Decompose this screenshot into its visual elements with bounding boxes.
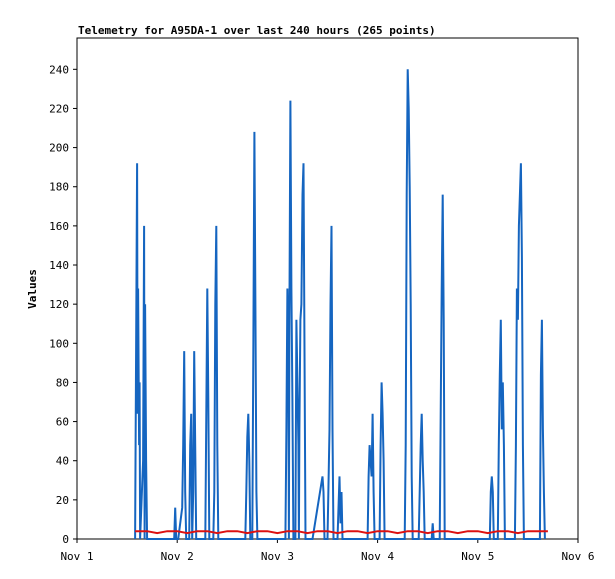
y-axis-label: Values <box>26 269 39 309</box>
x-tick-label: Nov 3 <box>261 550 294 563</box>
x-tick-label: Nov 1 <box>60 550 93 563</box>
x-tick-label: Nov 4 <box>361 550 394 563</box>
y-tick-label: 120 <box>49 298 69 311</box>
chart-title: Telemetry for A95DA-1 over last 240 hour… <box>78 24 436 37</box>
x-axis: Nov 1 Nov 2 Nov 3 Nov 4 Nov 5 Nov 6 <box>60 539 595 563</box>
y-tick-label: 180 <box>49 181 69 194</box>
y-tick-label: 220 <box>49 102 69 115</box>
x-tick-label: Nov 5 <box>461 550 494 563</box>
x-tick-label: Nov 6 <box>561 550 594 563</box>
y-tick-label: 80 <box>56 376 69 389</box>
y-tick-label: 20 <box>56 494 69 507</box>
y-tick-label: 40 <box>56 455 69 468</box>
plot-frame <box>76 37 579 540</box>
y-tick-label: 0 <box>62 533 69 546</box>
y-tick-label: 240 <box>49 63 69 76</box>
y-axis: 0 20 40 60 80 100 120 140 160 180 200 220 240 <box>49 63 77 546</box>
y-tick-label: 100 <box>49 337 69 350</box>
y-tick-label: 160 <box>49 220 69 233</box>
y-tick-label: 140 <box>49 259 69 272</box>
series-layer <box>134 69 548 540</box>
series-line-1 <box>134 69 546 540</box>
y-tick-label: 60 <box>56 416 69 429</box>
y-tick-label: 200 <box>49 142 69 155</box>
series-line-2 <box>135 530 548 535</box>
x-tick-label: Nov 2 <box>161 550 194 563</box>
